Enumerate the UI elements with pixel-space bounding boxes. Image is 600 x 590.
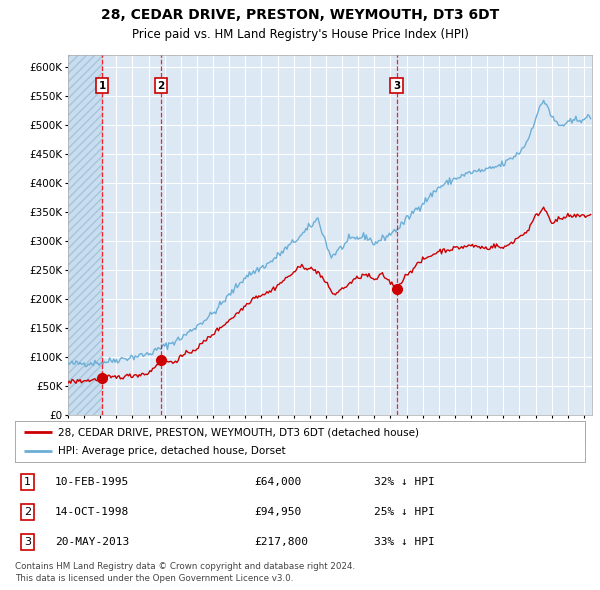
Text: Contains HM Land Registry data © Crown copyright and database right 2024.: Contains HM Land Registry data © Crown c… xyxy=(15,562,355,571)
Text: 20-MAY-2013: 20-MAY-2013 xyxy=(55,537,129,547)
Text: 28, CEDAR DRIVE, PRESTON, WEYMOUTH, DT3 6DT: 28, CEDAR DRIVE, PRESTON, WEYMOUTH, DT3 … xyxy=(101,8,499,22)
Text: 25% ↓ HPI: 25% ↓ HPI xyxy=(374,507,435,517)
Text: 2: 2 xyxy=(158,81,165,91)
Text: 28, CEDAR DRIVE, PRESTON, WEYMOUTH, DT3 6DT (detached house): 28, CEDAR DRIVE, PRESTON, WEYMOUTH, DT3 … xyxy=(58,427,419,437)
Text: £217,800: £217,800 xyxy=(254,537,308,547)
Text: 1: 1 xyxy=(24,477,31,487)
Text: 32% ↓ HPI: 32% ↓ HPI xyxy=(374,477,435,487)
Text: HPI: Average price, detached house, Dorset: HPI: Average price, detached house, Dors… xyxy=(58,446,286,456)
Text: 3: 3 xyxy=(24,537,31,547)
Text: £94,950: £94,950 xyxy=(254,507,302,517)
Bar xyxy=(68,55,102,415)
Text: 10-FEB-1995: 10-FEB-1995 xyxy=(55,477,129,487)
Text: £64,000: £64,000 xyxy=(254,477,302,487)
Text: 3: 3 xyxy=(393,81,400,91)
Text: This data is licensed under the Open Government Licence v3.0.: This data is licensed under the Open Gov… xyxy=(15,574,293,583)
Text: 14-OCT-1998: 14-OCT-1998 xyxy=(55,507,129,517)
Text: 33% ↓ HPI: 33% ↓ HPI xyxy=(374,537,435,547)
Bar xyxy=(68,55,102,415)
Text: 2: 2 xyxy=(24,507,31,517)
Text: Price paid vs. HM Land Registry's House Price Index (HPI): Price paid vs. HM Land Registry's House … xyxy=(131,28,469,41)
Text: 1: 1 xyxy=(98,81,106,91)
